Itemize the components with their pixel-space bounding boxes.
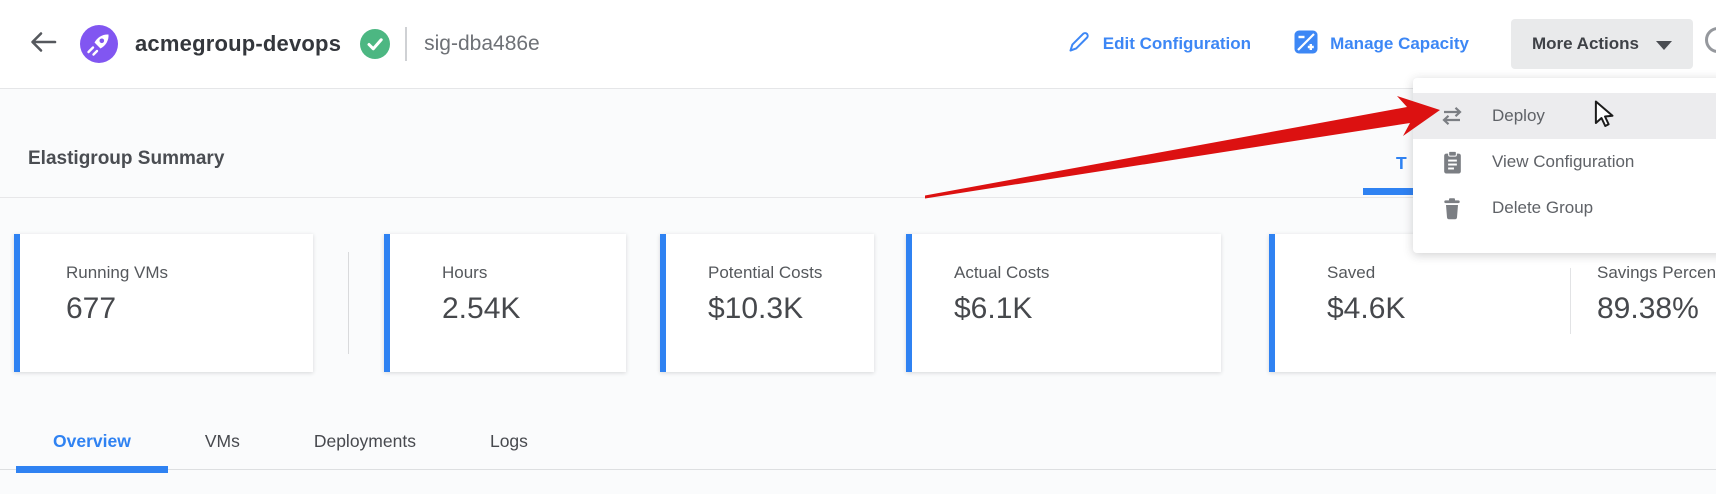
stat-card-saved: Saved $4.6K Savings Percentage 89.38% bbox=[1269, 234, 1716, 372]
menu-item-label: Deploy bbox=[1492, 106, 1545, 125]
chevron-down-icon bbox=[1656, 40, 1672, 50]
help-icon-partial[interactable] bbox=[1705, 27, 1716, 53]
deploy-arrows-icon bbox=[1439, 103, 1465, 129]
more-actions-button[interactable]: More Actions bbox=[1510, 19, 1693, 69]
trash-icon bbox=[1439, 195, 1465, 221]
back-button[interactable] bbox=[26, 27, 60, 61]
stat-value: 89.38% bbox=[1597, 292, 1699, 325]
title-divider bbox=[405, 27, 408, 61]
edit-configuration-label: Edit Configuration bbox=[1102, 34, 1252, 53]
arrow-left-icon bbox=[27, 26, 59, 63]
time-range-tab-partial[interactable]: T bbox=[1396, 153, 1407, 173]
stat-card-savings-percentage: Savings Percentage 89.38% bbox=[1597, 263, 1716, 326]
stat-label: Saved bbox=[1327, 263, 1376, 282]
stat-card-actual-costs: Actual Costs $6.1K bbox=[906, 234, 1221, 372]
header-actions: Edit Configuration Manage Capacity More … bbox=[1066, 19, 1693, 69]
menu-item-label: View Configuration bbox=[1492, 152, 1635, 171]
healthy-status-icon bbox=[360, 29, 391, 59]
stat-label: Running VMs bbox=[66, 263, 169, 282]
tab-logs[interactable]: Logs bbox=[489, 431, 528, 451]
stat-label: Hours bbox=[442, 263, 488, 282]
stat-value: $10.3K bbox=[708, 292, 804, 325]
stat-label: Potential Costs bbox=[708, 263, 823, 282]
menu-item-delete-group[interactable]: Delete Group bbox=[1413, 185, 1716, 231]
pencil-icon bbox=[1066, 29, 1092, 60]
detail-tabs: Overview VMs Deployments Logs bbox=[0, 414, 1716, 473]
more-actions-label: More Actions bbox=[1531, 34, 1639, 53]
menu-item-label: Delete Group bbox=[1492, 198, 1594, 217]
stat-value: $6.1K bbox=[954, 292, 1033, 325]
summary-row-divider bbox=[0, 197, 1716, 198]
more-actions-menu: Deploy View Configuration bbox=[1413, 78, 1716, 253]
mouse-cursor-icon bbox=[1589, 99, 1619, 134]
capacity-icon bbox=[1293, 29, 1319, 60]
stat-group-divider bbox=[348, 252, 349, 354]
stat-card-hours: Hours 2.54K bbox=[384, 234, 626, 372]
stat-card-running-vms: Running VMs 677 bbox=[14, 234, 313, 372]
elastigroup-rocket-icon bbox=[80, 25, 118, 63]
stat-card-potential-costs: Potential Costs $10.3K bbox=[660, 234, 874, 372]
edit-configuration-button[interactable]: Edit Configuration bbox=[1066, 29, 1251, 60]
summary-section-title: Elastigroup Summary bbox=[28, 148, 225, 169]
tab-deployments[interactable]: Deployments bbox=[313, 431, 416, 451]
stat-label: Savings Percentage bbox=[1597, 263, 1716, 282]
header-left: acmegroup-devops sig-dba486e bbox=[26, 25, 1066, 63]
stat-label: Actual Costs bbox=[954, 263, 1050, 282]
clipboard-icon bbox=[1439, 149, 1465, 175]
stat-value: 677 bbox=[66, 292, 117, 325]
stat-value: $4.6K bbox=[1327, 292, 1406, 325]
page-title: acmegroup-devops bbox=[135, 31, 342, 56]
group-id: sig-dba486e bbox=[424, 32, 540, 55]
tab-vms[interactable]: VMs bbox=[204, 431, 240, 451]
header: acmegroup-devops sig-dba486e Edit Config… bbox=[0, 0, 1716, 89]
manage-capacity-button[interactable]: Manage Capacity bbox=[1293, 29, 1469, 60]
tab-overview[interactable]: Overview bbox=[16, 414, 168, 473]
manage-capacity-label: Manage Capacity bbox=[1330, 34, 1469, 53]
stat-value: 2.54K bbox=[442, 292, 521, 325]
summary-stats-row: Running VMs 677 Hours 2.54K Potential Co… bbox=[14, 234, 1716, 372]
stat-inner-divider bbox=[1570, 268, 1571, 334]
menu-item-view-configuration[interactable]: View Configuration bbox=[1413, 139, 1716, 185]
menu-item-deploy[interactable]: Deploy bbox=[1413, 93, 1716, 139]
